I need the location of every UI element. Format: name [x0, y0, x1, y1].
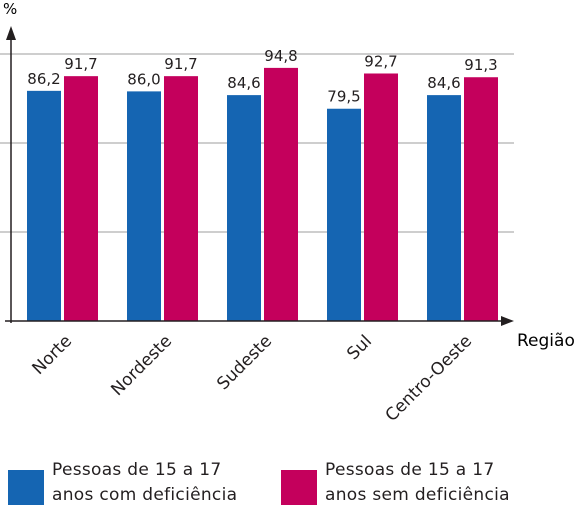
- legend-label-2-line-2: anos sem deficiência: [325, 485, 510, 505]
- category-label: Centro-Oeste: [382, 331, 476, 425]
- bar-without-disability: [364, 73, 398, 321]
- legend-swatch-2: [281, 470, 317, 505]
- y-axis-arrow: [6, 26, 16, 40]
- legend-label-1-line-1: Pessoas de 15 a 17: [52, 460, 222, 480]
- legend-item-1: Pessoas de 15 a 17 anos com deficiência: [8, 458, 237, 508]
- value-label: 92,7: [364, 52, 397, 70]
- value-label: 91,7: [64, 55, 97, 73]
- category-label: Sudeste: [213, 331, 276, 394]
- category-labels: Norte Nordeste Sudeste Sul Centro-Oeste: [28, 331, 476, 425]
- value-label: 84,6: [427, 74, 460, 92]
- bar-with-disability: [27, 90, 61, 321]
- value-label: 86,0: [127, 70, 160, 88]
- axes: % Região: [3, 0, 575, 351]
- value-labels: 86,291,786,091,784,694,879,592,784,691,3: [27, 47, 497, 106]
- bar-with-disability: [427, 95, 461, 321]
- legend-label-2-line-1: Pessoas de 15 a 17: [325, 460, 495, 480]
- legend-swatch-1: [8, 470, 44, 505]
- bar-with-disability: [227, 95, 261, 321]
- category-label: Norte: [28, 331, 76, 379]
- bar-chart: 86,291,786,091,784,694,879,592,784,691,3…: [0, 0, 575, 426]
- legend-label-1-line-2: anos com deficiência: [52, 485, 238, 505]
- y-axis-unit: %: [3, 0, 17, 18]
- x-axis-title: Região: [517, 331, 575, 351]
- bar-without-disability: [464, 77, 498, 321]
- value-label: 91,7: [164, 55, 197, 73]
- category-label: Sul: [343, 331, 376, 364]
- category-label: Nordeste: [107, 331, 176, 400]
- bar-without-disability: [264, 67, 298, 321]
- bars: [27, 67, 498, 321]
- x-axis-arrow: [501, 316, 514, 326]
- legend-label-1: Pessoas de 15 a 17 anos com deficiência: [52, 458, 237, 508]
- value-label: 91,3: [464, 56, 497, 74]
- bar-with-disability: [127, 91, 161, 321]
- bar-without-disability: [164, 76, 198, 321]
- bar-without-disability: [64, 76, 98, 321]
- value-label: 84,6: [227, 74, 260, 92]
- legend-label-2: Pessoas de 15 a 17 anos sem deficiência: [325, 458, 510, 508]
- value-label: 94,8: [264, 47, 297, 65]
- legend-item-2: Pessoas de 15 a 17 anos sem deficiência: [281, 458, 510, 508]
- value-label: 79,5: [327, 88, 360, 106]
- bar-with-disability: [327, 108, 361, 321]
- value-label: 86,2: [27, 70, 60, 88]
